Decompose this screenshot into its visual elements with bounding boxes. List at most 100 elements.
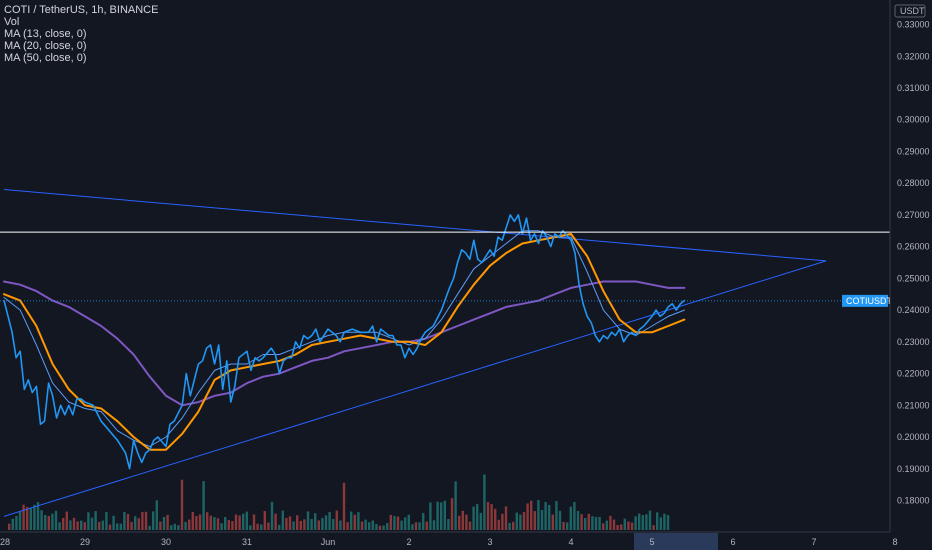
price-axis[interactable]: 0.33000 0.32000 0.31000 0.30000 0.29000 0.280… [889,0,932,550]
volume-bar [580,514,583,530]
volume-bar [558,510,562,530]
date-tick-label: Jun [321,537,336,547]
volume-bar [512,521,515,530]
volume-bar [342,482,346,530]
volume-bar [123,511,126,530]
volume-bar [587,513,590,530]
time-axis-highlight [634,533,718,550]
volume-bar [213,517,216,530]
volume-bar [634,516,637,530]
volume-bar [486,502,490,530]
volume-bar [62,517,65,530]
ma50-line [3,280,686,407]
date-tick-label: 4 [568,537,573,547]
volume-bar [101,520,104,530]
volume-bar [116,523,119,530]
volume-bar [386,523,389,530]
volume-bar [267,522,270,530]
volume-bar [263,511,266,530]
legend-vol[interactable]: Vol [4,16,20,28]
volume-bar [468,521,472,530]
volume-bar [206,512,209,530]
volume-bar [191,512,194,530]
series-lines [3,189,827,517]
date-tick-label: 6 [730,537,735,547]
volume-bar [324,515,328,530]
volume-bar [296,515,299,530]
volume-bar [346,522,349,530]
volume-bar [623,518,626,530]
volume-bars [8,474,670,530]
volume-bar [18,511,22,530]
volume-bar [328,512,331,530]
volume-bar [569,506,572,530]
volume-bar [638,513,641,530]
volume-bar [630,522,634,530]
volume-bar [198,514,202,530]
price-tick-label: 0.21000 [897,400,930,410]
volume-bar [522,511,526,530]
price-tick-label: 0.23000 [897,337,930,347]
volume-bar [641,515,644,530]
volume-bar [368,522,371,530]
volume-bar [476,504,479,530]
volume-bar [234,514,238,530]
volume-bar [504,506,508,530]
legend-ma20[interactable]: MA (20, close, 0) [4,40,87,52]
volume-bar [573,501,576,530]
volume-bar [447,519,450,530]
volume-bar [616,525,619,530]
volume-bar [576,511,580,530]
volume-bar [501,513,504,530]
volume-bar [594,516,598,530]
volume-bar [508,523,511,530]
volume-bar [411,524,414,530]
volume-bar [332,519,335,530]
volume-bar [479,512,482,530]
legend-ma13[interactable]: MA (13, close, 0) [4,28,87,40]
volume-bar [108,524,112,530]
volume-bar [339,520,342,530]
volume-bar [371,520,374,530]
volume-bar [490,504,493,530]
price-tick-label: 0.29000 [897,146,930,156]
volume-bar [238,515,241,530]
volume-bar [382,525,385,530]
volume-bar [281,510,284,530]
legend-symbol[interactable]: COTI / TetherUS, 1h, BINANCE [4,4,159,16]
volume-bar [432,520,436,530]
volume-bar [418,522,421,530]
volume-bar [216,518,220,530]
volume-bar [537,500,540,530]
volume-bar [584,518,587,530]
volume-bar [472,506,475,530]
legend-ma50[interactable]: MA (50, close, 0) [4,52,87,64]
volume-bar [112,515,115,530]
volume-bar [134,516,137,530]
volume-bar [33,504,36,530]
volume-bar [152,511,155,530]
price-line [3,214,686,470]
volume-bar [404,517,407,530]
volume-bar [652,525,655,530]
volume-bar [659,517,662,530]
volume-bar [162,517,166,530]
volume-bar [80,520,83,530]
volume-bar [396,516,400,530]
volume-bar [519,514,522,530]
volume-bar [494,508,497,530]
volume-bar [436,501,439,530]
volume-bar [159,521,162,530]
symbol-tag-label: COTIUSDT [846,296,893,306]
price-tick-label: 0.32000 [897,51,930,61]
volume-bar [609,515,612,530]
volume-bar [22,504,25,530]
volume-bar [407,514,410,530]
volume-bar [353,514,356,530]
volume-bar [389,514,392,530]
volume-bar [188,519,191,530]
volume-bar [566,522,569,530]
time-axis[interactable]: 28 29 30 31 Jun 2 3 4 5 6 7 8 [0,531,898,550]
volume-bar [540,510,544,530]
